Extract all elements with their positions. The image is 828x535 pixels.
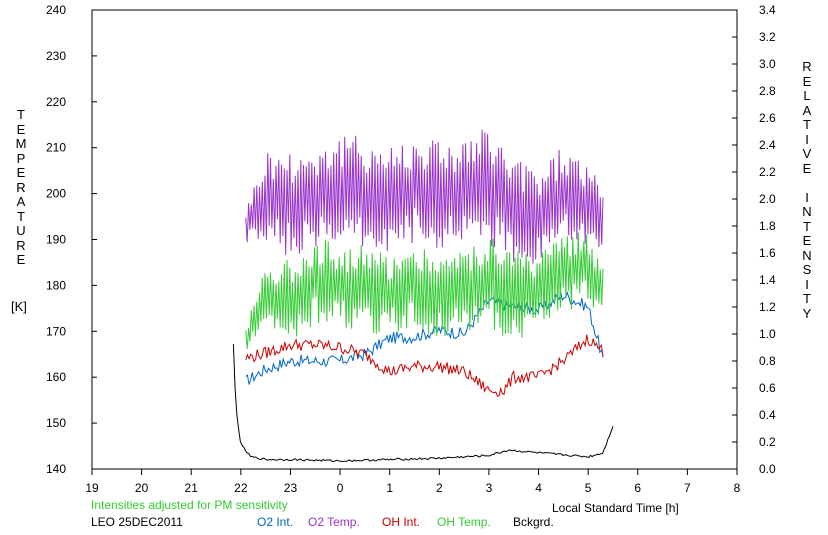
y-left-tick-label: 230 xyxy=(46,49,66,63)
x-tick-label: 21 xyxy=(185,481,199,495)
x-tick-label: 8 xyxy=(734,481,741,495)
y-right-tick-label: 3.2 xyxy=(759,30,776,44)
x-tick-label: 23 xyxy=(284,481,298,495)
y-right-tick-label: 0.0 xyxy=(759,462,776,476)
x-tick-label: 19 xyxy=(85,481,99,495)
plot-frame xyxy=(91,9,738,470)
x-tick-label: 3 xyxy=(486,481,493,495)
y-left-tick-label: 240 xyxy=(46,3,66,17)
y-right-tick-label: 1.4 xyxy=(759,273,776,287)
y-right-tick-label: 0.4 xyxy=(759,408,776,422)
x-tick-label: 6 xyxy=(634,481,641,495)
station-date: LEO 25DEC2011 xyxy=(91,515,183,529)
y-right-tick-label: 1.2 xyxy=(759,300,776,314)
y-right-tick-label: 2.6 xyxy=(759,111,776,125)
x-tick-label: 1 xyxy=(386,481,393,495)
y-left-tick-label: 160 xyxy=(46,370,66,384)
y-right-tick-label: 2.8 xyxy=(759,84,776,98)
legend-o2-int: O2 Int. xyxy=(257,515,294,529)
y-right-tick-label: 1.6 xyxy=(759,246,776,260)
y-axis-left-unit: [K] xyxy=(11,299,27,314)
y-left-tick-label: 170 xyxy=(46,324,66,338)
series-o2-temp-line xyxy=(245,129,604,264)
y-left-tick-label: 150 xyxy=(46,416,66,430)
legend-oh-temp: OH Temp. xyxy=(437,515,491,529)
y-right-tick-label: 3.4 xyxy=(759,3,776,17)
x-tick-label: 0 xyxy=(337,481,344,495)
x-tick-label: 5 xyxy=(585,481,592,495)
x-tick-label: 22 xyxy=(234,481,248,495)
y-right-tick-label: 1.0 xyxy=(759,327,776,341)
y-right-tick-label: 0.2 xyxy=(759,435,776,449)
y-right-tick-label: 3.0 xyxy=(759,57,776,71)
y-left-tick-label: 140 xyxy=(46,462,66,476)
y-right-tick-label: 1.8 xyxy=(759,219,776,233)
y-left-tick-label: 200 xyxy=(46,187,66,201)
legend-oh-int: OH Int. xyxy=(382,515,421,529)
y-right-tick-label: 2.2 xyxy=(759,165,776,179)
y-right-tick-label: 2.4 xyxy=(759,138,776,152)
x-tick-label: 7 xyxy=(684,481,691,495)
y-right-tick-label: 0.8 xyxy=(759,354,776,368)
x-axis-label: Local Standard Time [h] xyxy=(552,501,679,515)
series-bckgrd-line xyxy=(232,344,614,463)
legend-bckgrd: Bckgrd. xyxy=(513,515,554,529)
series-oh-temp-line xyxy=(245,232,604,350)
x-tick-label: 4 xyxy=(535,481,542,495)
y-left-tick-label: 210 xyxy=(46,141,66,155)
x-tick-label: 2 xyxy=(436,481,443,495)
y-left-tick-label: 220 xyxy=(46,95,66,109)
y-left-tick-label: 180 xyxy=(46,278,66,292)
legend-o2-temp: O2 Temp. xyxy=(308,515,360,529)
series-oh-int-line xyxy=(245,334,604,397)
x-tick-label: 20 xyxy=(135,481,149,495)
y-left-tick-label: 190 xyxy=(46,233,66,247)
y-right-tick-label: 2.0 xyxy=(759,192,776,206)
y-right-tick-label: 0.6 xyxy=(759,381,776,395)
sensitivity-note: Intensities adjusted for PM sensitivity xyxy=(91,498,288,512)
